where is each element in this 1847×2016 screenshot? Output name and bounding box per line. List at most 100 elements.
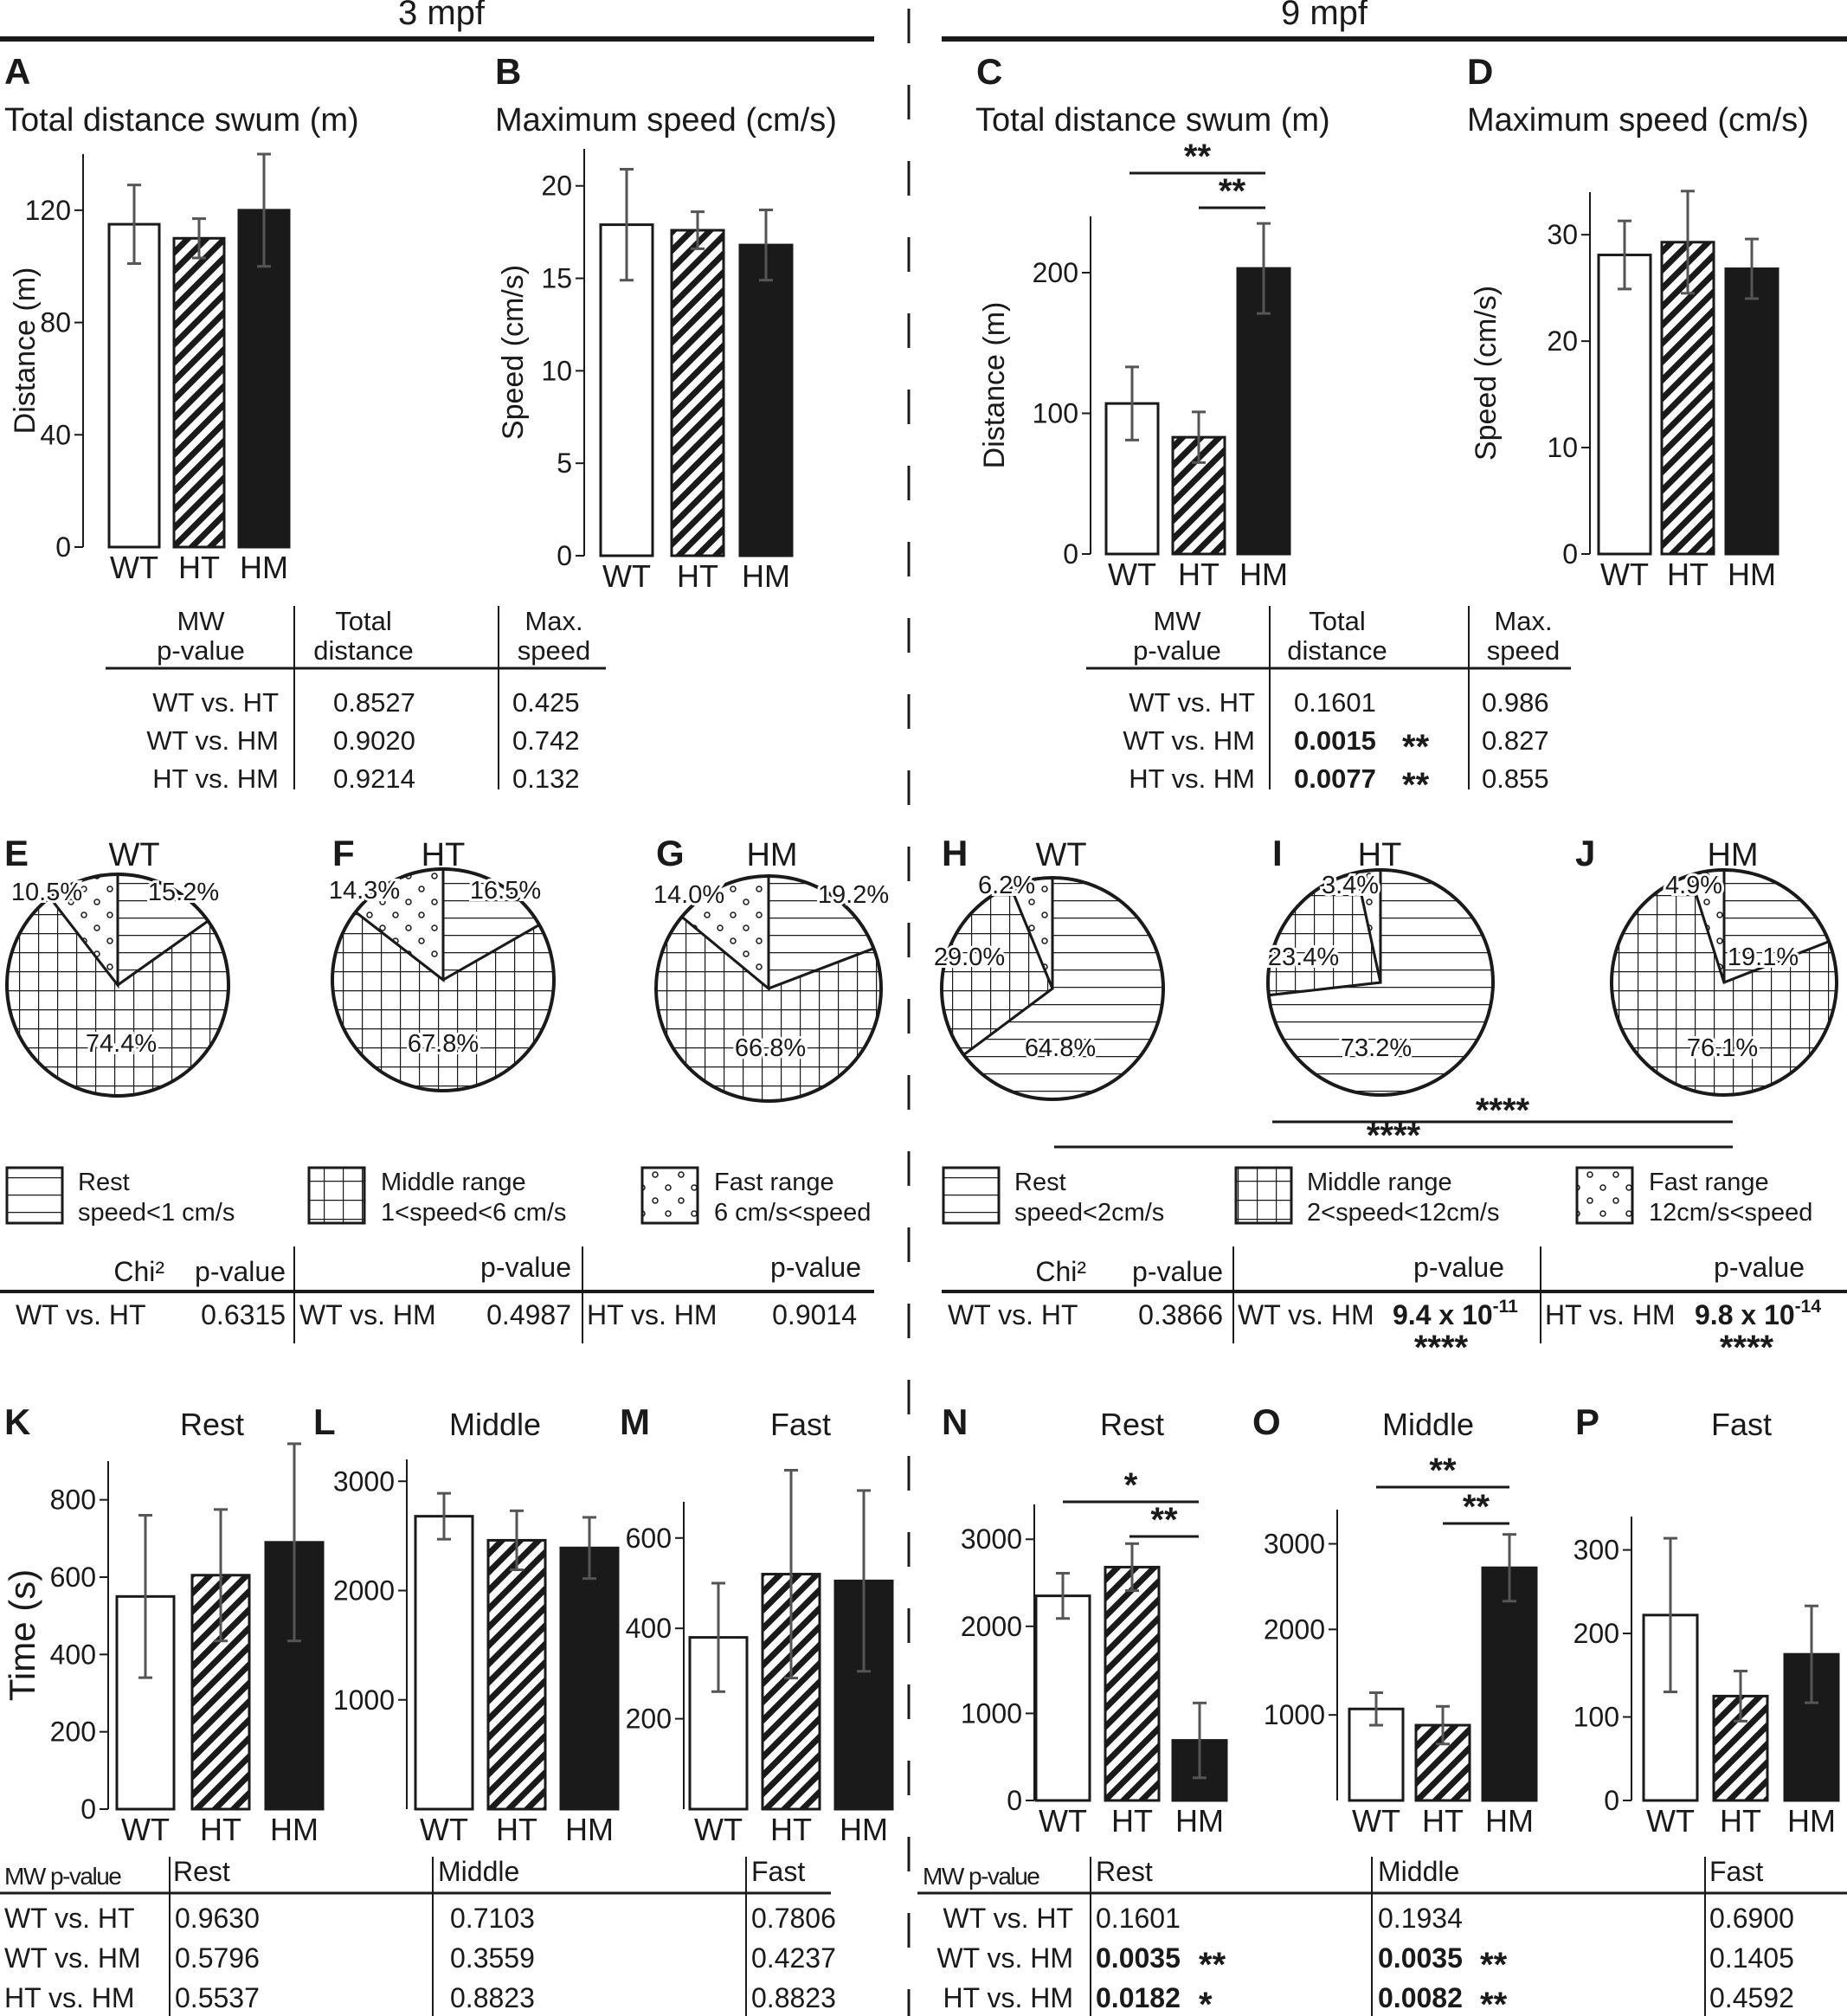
p-value-exponent: -14 — [1795, 1297, 1822, 1317]
y-tick-label: 2000 — [1264, 1613, 1325, 1645]
table-cell: HT vs. HM — [152, 763, 279, 794]
legend-label-middle: Middle range — [381, 1169, 526, 1196]
table-cell: HT vs. HM — [1129, 763, 1255, 794]
table-cell: WT vs. HM — [299, 1299, 436, 1330]
table-cell: 0.9214 — [333, 763, 415, 794]
pie-label: 6.2% — [978, 872, 1035, 899]
y-tick-label: 0 — [1063, 538, 1078, 570]
y-tick-label: 200 — [1573, 1618, 1619, 1649]
y-tick-label: 600 — [50, 1562, 96, 1593]
y-tick-label: 1000 — [1264, 1699, 1325, 1730]
table-cell: 0.3559 — [450, 1942, 535, 1974]
table-header: Rest — [1096, 1856, 1153, 1887]
pie-J: HM 19.1% 76.1% 4.9% — [1610, 837, 1838, 1097]
p-value-mantissa: 9.8 x 10 — [1695, 1299, 1795, 1330]
x-tick-label: HM — [742, 558, 790, 594]
pie-label: 19.1% — [1728, 944, 1799, 971]
legend-right: Rest speed<2cm/s Middle range 2<speed<12… — [942, 1166, 1812, 1227]
table-header: Max. — [524, 606, 582, 636]
x-tick-label: HM — [1175, 1803, 1224, 1839]
legend-range-rest: speed<1 cm/s — [78, 1199, 235, 1227]
y-tick-label: 120 — [25, 195, 71, 226]
pie-label: 15.2% — [148, 879, 219, 906]
y-tick-label: 0 — [80, 1794, 96, 1825]
table-cell: WT vs. HM — [146, 725, 279, 756]
table-cell: 0.8527 — [333, 687, 415, 718]
table-cell: 0.855 — [1482, 763, 1549, 794]
table-cell: HT vs. HM — [943, 1982, 1073, 2013]
chart-title: Total distance swum (m) — [4, 102, 359, 138]
chi-table-left: Chi² p-value p-value p-value WT vs. HT 0… — [0, 1246, 874, 1343]
chart-title: Maximum speed (cm/s) — [1467, 102, 1809, 138]
legend-swatch-rest — [942, 1166, 1001, 1225]
x-tick-label: WT — [110, 550, 158, 585]
table-cell: 0.827 — [1482, 725, 1549, 756]
y-tick-label: 100 — [1573, 1702, 1619, 1733]
pie-outline — [654, 874, 883, 1103]
table-header: Middle — [1378, 1856, 1459, 1887]
bar-ht — [486, 1538, 547, 1811]
bar-hm — [1481, 1566, 1538, 1802]
bar-wt — [1597, 254, 1652, 556]
table-cell: 0.4237 — [751, 1942, 836, 1974]
pie-label: 3.4% — [1322, 872, 1379, 899]
table-cell: 0.5796 — [175, 1942, 260, 1974]
x-tick-label: HM — [840, 1812, 888, 1847]
table-header: Chi² — [113, 1256, 164, 1287]
table-stars: * — [1199, 1986, 1213, 2016]
time-table-right: MW p-value Rest Middle Fast WT vs. HT 0.… — [917, 1856, 1847, 2016]
table-header: Total — [335, 606, 391, 636]
table-cell: HT vs. HM — [587, 1299, 718, 1330]
panel-letter-O: O — [1252, 1401, 1281, 1442]
x-tick-label: HT — [1111, 1803, 1153, 1839]
chart-M: Fast 200 400 600 WT HT HM — [626, 1407, 894, 1847]
table-cell: WT vs. HT — [152, 687, 279, 718]
table-header: MW — [1153, 606, 1201, 636]
y-axis-label: Speed (cm/s) — [1470, 286, 1503, 461]
bar-wt — [1034, 1594, 1091, 1802]
legend-label-rest: Rest — [1014, 1169, 1066, 1196]
x-tick-label: HT — [1178, 557, 1220, 592]
y-tick-label: 300 — [1573, 1535, 1619, 1566]
legend-range-middle: 1<speed<6 cm/s — [381, 1199, 566, 1227]
pie-label: 19.2% — [818, 881, 889, 909]
y-tick-label: 400 — [50, 1639, 96, 1670]
chart-title: Maximum speed (cm/s) — [495, 102, 837, 138]
table-stars: ** — [1480, 1946, 1508, 1984]
legend-swatch-fast — [640, 1166, 699, 1225]
bar-ht — [670, 229, 725, 557]
x-tick-label: HT — [1422, 1803, 1464, 1839]
x-tick-label: WT — [1108, 557, 1156, 592]
x-tick-label: WT — [1352, 1803, 1400, 1839]
pie-label: 76.1% — [1687, 1034, 1758, 1062]
legend-swatch-middle — [307, 1166, 366, 1225]
chart-L: Middle 1000 2000 3000 WT HT HM — [333, 1407, 620, 1847]
table-cell: 0.7103 — [450, 1903, 535, 1934]
table-header: Total — [1309, 606, 1365, 636]
y-axis-label: Time (s) — [2, 1569, 42, 1701]
table-cell: 0.425 — [512, 687, 580, 718]
y-tick-label: 3000 — [333, 1465, 395, 1497]
y-tick-label: 2000 — [333, 1575, 395, 1607]
header-3mpf: 3 mpf — [398, 0, 486, 32]
pie-outline — [940, 876, 1165, 1101]
panel-letter-E: E — [4, 833, 29, 873]
y-tick-label: 15 — [541, 263, 572, 294]
legend-label-rest: Rest — [78, 1169, 130, 1196]
x-tick-label: HM — [1728, 557, 1776, 592]
panel-letter-M: M — [620, 1401, 650, 1442]
p-value-exponent: -11 — [1493, 1297, 1519, 1317]
legend-left: Rest speed<1 cm/s Middle range 1<speed<6… — [5, 1166, 871, 1227]
table-cell: 0.742 — [512, 725, 580, 756]
panel-letter-C: C — [976, 51, 1002, 92]
y-tick-label: 30 — [1547, 219, 1578, 250]
table-cell: 0.6315 — [201, 1299, 286, 1330]
x-tick-label: HT — [1667, 557, 1709, 592]
mw-table-right: MW p-value Total distance Max. speed WT … — [1086, 606, 1571, 804]
chart-P: Fast 0 100 200 300 WT HT HM — [1573, 1407, 1840, 1839]
y-tick-label: 2000 — [961, 1611, 1022, 1642]
table-header: p-value — [1413, 1252, 1504, 1283]
bar-hm — [1236, 267, 1291, 556]
